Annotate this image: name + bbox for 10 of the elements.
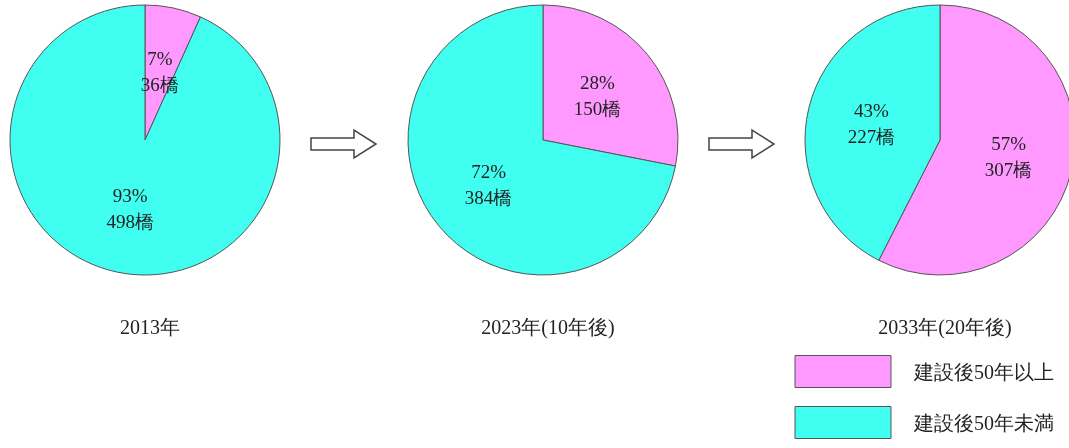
text: 2023年(10年後) <box>481 316 615 339</box>
text: 2013年 <box>120 316 180 338</box>
legend-label: 建設後50年未満 <box>913 411 1054 434</box>
data-label: 72% 384橋 <box>464 161 513 209</box>
text: 2033年(20年後) <box>878 316 1012 339</box>
data-label: 43% 227橋 <box>847 100 896 148</box>
data-label: 28% 150橋 <box>573 71 622 119</box>
legend-label: 建設後50年以上 <box>913 360 1054 383</box>
data-label: 93% 498橋 <box>106 185 154 233</box>
data-label: 57% 307橋 <box>984 132 1033 180</box>
